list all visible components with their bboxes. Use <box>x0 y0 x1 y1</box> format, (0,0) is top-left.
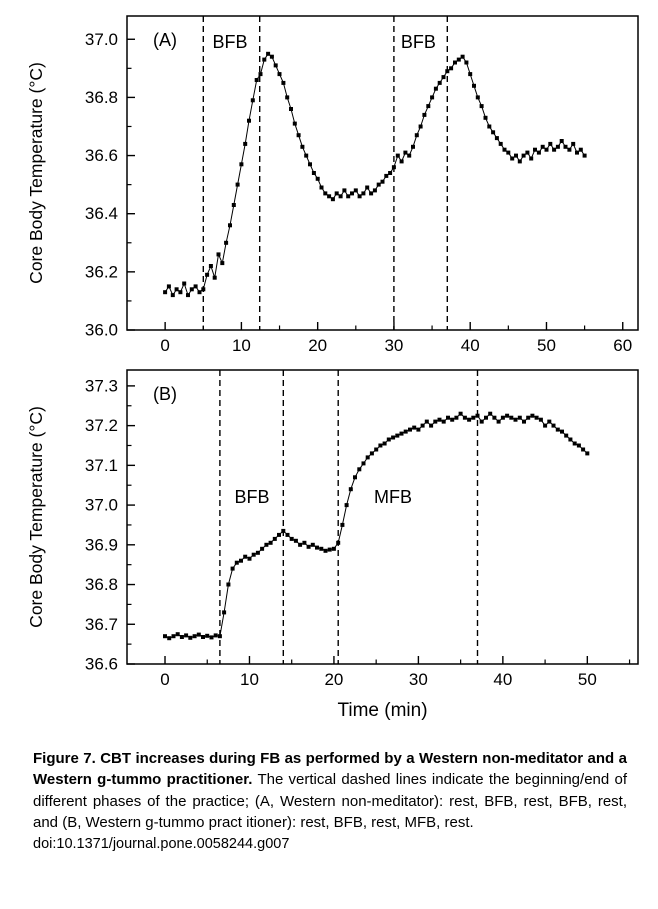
x-tick-label: 40 <box>461 336 480 355</box>
y-tick-label: 37.0 <box>85 30 118 49</box>
y-tick-label: 37.0 <box>85 496 118 515</box>
x-tick-label: 0 <box>160 670 169 689</box>
x-tick-label: 10 <box>232 336 251 355</box>
panel-b-chart: 0 10 20 30 40 50 36.6 36.7 36.8 36.9 37.0 37.1 37.2 3… <box>26 369 639 721</box>
x-tick-label: 30 <box>409 670 428 689</box>
caption-title: Figure 7. CBT increases during FB as per… <box>33 750 627 789</box>
x-tick-label: 20 <box>324 670 343 689</box>
plot-box <box>126 369 639 665</box>
x-tick-label: 30 <box>384 336 403 355</box>
y-tick-label: 36.8 <box>85 575 118 594</box>
y-tick-label: 36.4 <box>85 204 118 223</box>
phase-annotation: BFB <box>234 487 269 507</box>
x-tick-label: 0 <box>160 336 169 355</box>
figure-7: 0 10 20 30 40 50 60 36.0 36.2 36.4 36.6 36.8 37.0 (A)… <box>26 15 639 854</box>
x-tick-label: 20 <box>308 336 327 355</box>
x-tick-label: 60 <box>613 336 632 355</box>
caption-doi: doi:10.1371/journal.pone.0058244.g007 <box>33 836 290 853</box>
x-tick-label: 50 <box>537 336 556 355</box>
x-axis-title: Time (min) <box>337 700 427 721</box>
y-axis-title: Core Body Temperature (°C) <box>26 406 46 628</box>
y-tick-label: 36.2 <box>85 262 118 281</box>
y-tick-label: 36.0 <box>85 321 118 340</box>
data-markers <box>163 51 587 298</box>
figure-caption: Figure 7. CBT increases during FB as per… <box>33 748 627 854</box>
data-markers <box>163 411 590 641</box>
panel-label: (B) <box>153 384 177 404</box>
y-tick-label: 36.8 <box>85 88 118 107</box>
y-tick-label: 37.1 <box>85 456 118 475</box>
caption-text: Figure 7. CBT increases during FB as per… <box>33 748 627 833</box>
plot-box <box>126 15 639 331</box>
data-line <box>164 413 588 639</box>
y-tick-label: 36.6 <box>85 146 118 165</box>
phase-annotation: MFB <box>374 487 412 507</box>
y-tick-label: 37.3 <box>85 376 118 395</box>
y-tick-label: 36.9 <box>85 535 118 554</box>
y-tick-label: 36.6 <box>85 655 118 674</box>
y-tick-label: 36.7 <box>85 615 118 634</box>
y-axis-title: Core Body Temperature (°C) <box>26 62 46 284</box>
x-tick-label: 40 <box>493 670 512 689</box>
x-tick-label: 50 <box>578 670 597 689</box>
data-line <box>164 53 586 297</box>
phase-annotation: BFB <box>212 32 247 52</box>
x-tick-label: 10 <box>240 670 259 689</box>
panel-a-chart: 0 10 20 30 40 50 60 36.0 36.2 36.4 36.6 36.8 37.0 (A)… <box>26 15 639 355</box>
caption-body: The vertical dashed lines indicate the b… <box>33 771 627 831</box>
panel-label: (A) <box>153 30 177 50</box>
y-tick-label: 37.2 <box>85 416 118 435</box>
phase-annotation: BFB <box>401 32 436 52</box>
